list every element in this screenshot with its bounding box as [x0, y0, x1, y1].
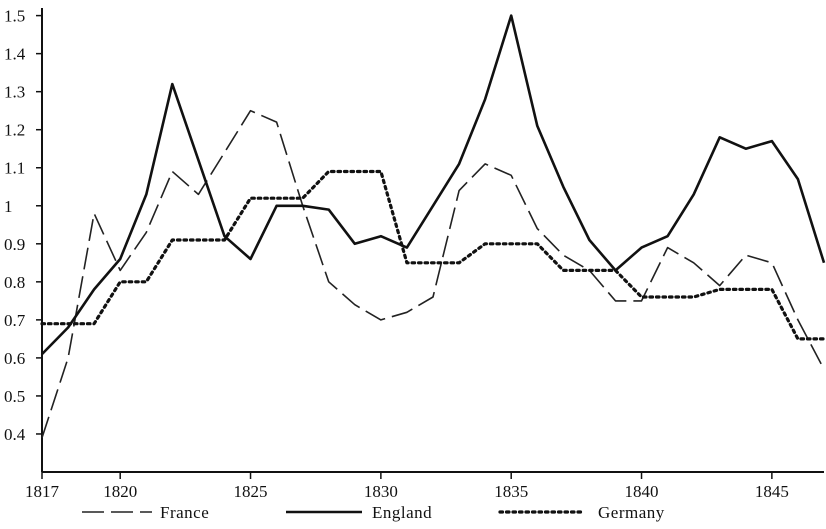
axes	[41, 8, 824, 473]
legend-label-france: France	[160, 503, 209, 522]
x-tick-label: 1817	[25, 482, 60, 501]
y-tick-label: 0.4	[4, 425, 26, 444]
y-tick-label: 0.6	[4, 349, 25, 368]
x-tick-label: 1845	[755, 482, 789, 501]
y-tick-label: 1	[4, 197, 13, 216]
series-line-france	[41, 109, 825, 439]
y-tick-label: 1.3	[4, 83, 25, 102]
series-line-england	[41, 14, 826, 356]
series-line-germany	[40, 169, 826, 341]
ticks: 0.4 0.5 0.6 0.7 0.8 0.9 1 1.1 1.2 1.3 1.4 1.5 1817 18…	[4, 7, 789, 501]
y-tick-label: 0.5	[4, 387, 25, 406]
legend-label-england: England	[372, 503, 432, 522]
y-tick-label: 1.2	[4, 121, 25, 140]
series-layer	[40, 14, 826, 439]
x-tick-label: 1840	[625, 482, 659, 501]
y-tick-label: 1.5	[4, 7, 25, 26]
y-tick-label: 1.1	[4, 159, 25, 178]
x-tick-label: 1825	[234, 482, 268, 501]
x-tick-label: 1830	[364, 482, 398, 501]
x-tick-label: 1820	[103, 482, 137, 501]
y-tick-label: 0.8	[4, 273, 25, 292]
legend-label-germany: Germany	[598, 503, 665, 522]
x-tick-label: 1835	[494, 482, 528, 501]
legend: France England Germany	[82, 503, 665, 522]
y-tick-label: 0.7	[4, 311, 26, 330]
y-tick-label: 0.9	[4, 235, 25, 254]
y-tick-label: 1.4	[4, 45, 26, 64]
